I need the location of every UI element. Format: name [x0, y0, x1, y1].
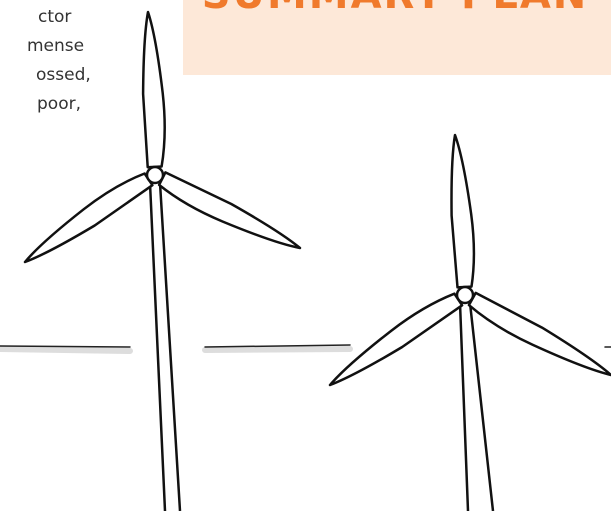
illustration: SUMMARY PLAN ctor mense ossed, poor,: [0, 0, 611, 511]
blade: [143, 12, 165, 167]
hub: [457, 287, 473, 303]
blade: [330, 294, 462, 385]
blade: [451, 135, 473, 287]
summary-title: SUMMARY PLAN: [202, 0, 589, 18]
body-line: poor,: [37, 94, 81, 114]
body-line: mense: [27, 36, 84, 56]
horizon: [0, 345, 611, 351]
tower: [460, 303, 493, 511]
hub: [147, 167, 163, 183]
blade: [469, 293, 611, 375]
tower: [150, 183, 180, 511]
page: SUMMARY PLAN ctor mense ossed, poor, (()…: [0, 0, 611, 511]
body-line: ctor: [38, 7, 71, 27]
blade: [25, 174, 152, 263]
turbines: [25, 12, 611, 511]
body-line: ossed,: [36, 65, 91, 85]
blade: [159, 172, 300, 248]
